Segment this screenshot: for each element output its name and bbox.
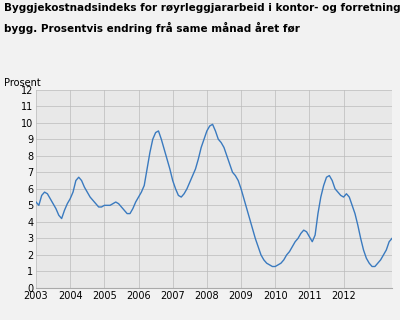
Text: Byggjekostnadsindeks for røyrleggjararbeid i kontor- og forretnings-: Byggjekostnadsindeks for røyrleggjararbe… (4, 3, 400, 13)
Text: bygg. Prosentvis endring frå same månad året før: bygg. Prosentvis endring frå same månad … (4, 22, 300, 35)
Text: Prosent: Prosent (4, 78, 41, 88)
